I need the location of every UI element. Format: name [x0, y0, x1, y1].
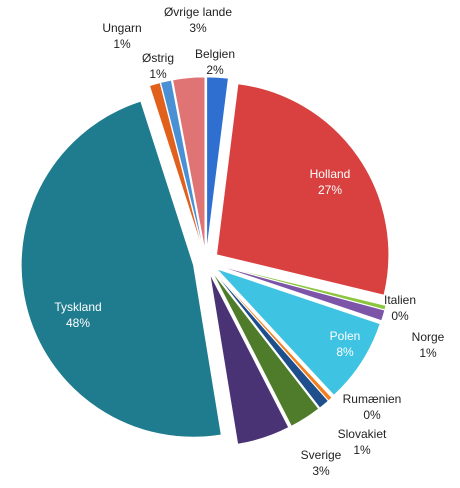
- pie-slice: [212, 272, 319, 427]
- slice-value: 0%: [391, 309, 409, 323]
- pie-slice: [218, 265, 385, 321]
- slice-value: 1%: [419, 346, 437, 360]
- slice-value: 1%: [149, 67, 167, 81]
- pie-slice: [214, 271, 329, 409]
- slice-value: 48%: [66, 316, 90, 330]
- slice-value: 1%: [353, 443, 371, 457]
- slice-label: Sverige: [301, 448, 342, 462]
- slice-label: Belgien: [195, 47, 235, 61]
- slice-label: Norge: [412, 330, 445, 344]
- pie-slice: [172, 76, 206, 250]
- slice-label: Øvrige lande: [164, 5, 232, 19]
- pie-slice: [149, 82, 203, 250]
- slice-value: 1%: [113, 37, 131, 51]
- pie-slice: [206, 76, 229, 250]
- slice-value: 3%: [189, 21, 207, 35]
- slice-value: 0%: [363, 408, 381, 422]
- slice-label: Rumænien: [343, 392, 402, 406]
- slice-value: 3%: [312, 464, 330, 478]
- pie-slice: [21, 100, 222, 438]
- slice-value: 2%: [206, 63, 224, 77]
- slice-value: 8%: [336, 345, 354, 359]
- slice-label: Polen: [330, 329, 361, 343]
- pie-slice: [214, 271, 333, 402]
- slice-label: Holland: [310, 167, 351, 181]
- slice-label: Slovakiet: [338, 427, 387, 441]
- pie-slice: [216, 83, 389, 296]
- pie-slice: [216, 268, 381, 396]
- pie-slice: [218, 264, 387, 311]
- slice-label: Italien: [384, 293, 416, 307]
- pie-slice: [209, 274, 289, 445]
- slice-label: Tyskland: [54, 300, 101, 314]
- pie-slice: [160, 79, 204, 250]
- slice-label: Ungarn: [102, 21, 141, 35]
- slice-value: 27%: [318, 183, 342, 197]
- slice-label: Østrig: [142, 51, 174, 65]
